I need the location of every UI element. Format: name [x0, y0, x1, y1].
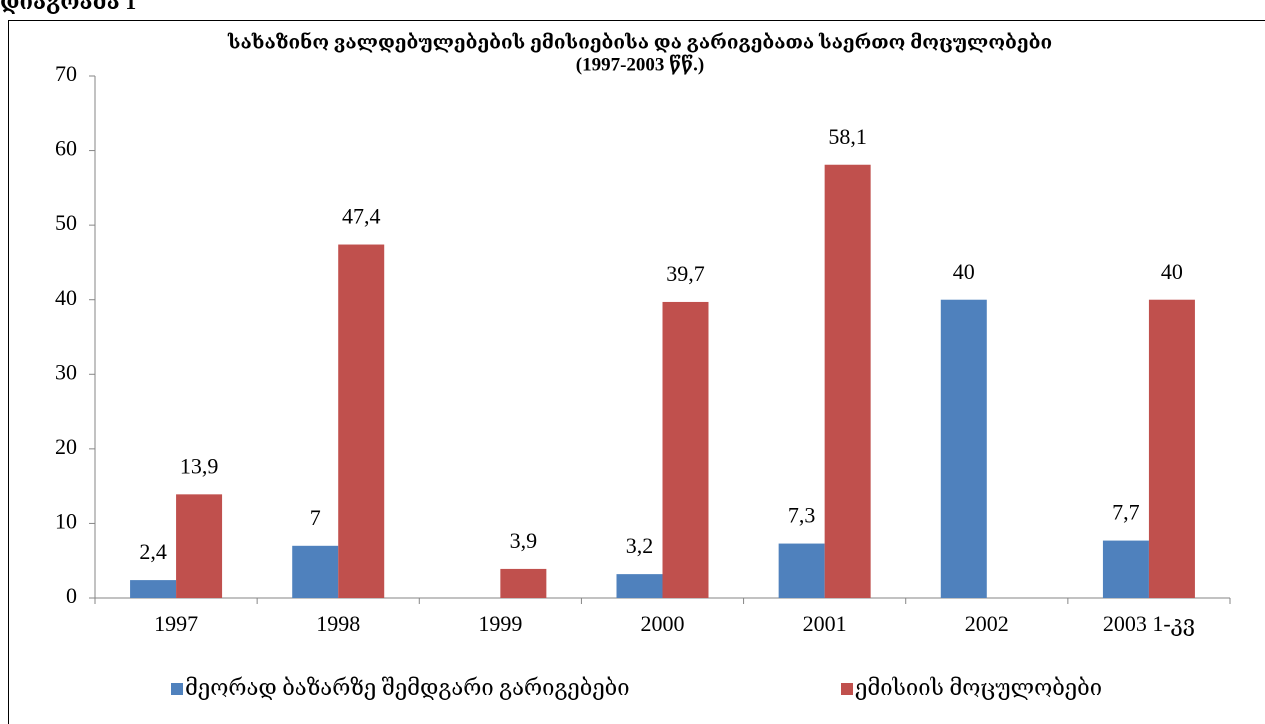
- x-tick-label: 2000: [641, 611, 685, 636]
- data-label: 13,9: [180, 453, 219, 478]
- data-label: 40: [953, 259, 975, 284]
- data-label: 3,2: [626, 533, 654, 558]
- data-label: 7: [310, 505, 321, 530]
- bar: [176, 494, 223, 598]
- y-tick-label: 20: [55, 434, 77, 459]
- bar: [616, 574, 663, 598]
- x-tick-label: 2003 1-კვ: [1103, 611, 1195, 636]
- chart-frame: [8, 20, 1265, 724]
- y-tick-label: 10: [55, 508, 77, 533]
- bar: [662, 301, 709, 598]
- data-label: 39,7: [666, 261, 705, 286]
- legend-label: ემისიის მოცულობები: [855, 675, 1102, 700]
- data-label: 2,4: [139, 539, 167, 564]
- y-tick-label: 30: [55, 359, 77, 384]
- y-tick-label: 40: [55, 285, 77, 310]
- bar: [338, 244, 385, 598]
- data-label: 58,1: [828, 124, 867, 149]
- y-tick-label: 70: [55, 61, 77, 86]
- chart-subtitle: (1997-2003 წწ.): [576, 53, 704, 75]
- bar: [1102, 540, 1149, 598]
- data-label: 7,7: [1112, 500, 1140, 525]
- x-tick-label: 1998: [316, 611, 360, 636]
- legend-swatch: [171, 683, 183, 695]
- y-tick-label: 50: [55, 210, 77, 235]
- x-tick-label: 2002: [965, 611, 1009, 636]
- x-tick-label: 2001: [803, 611, 847, 636]
- bar: [940, 299, 987, 598]
- x-tick-label: 1999: [478, 611, 522, 636]
- bar: [130, 580, 177, 598]
- data-label: 7,3: [788, 503, 816, 528]
- bar: [1148, 299, 1195, 598]
- bar: [778, 543, 825, 598]
- bar: [292, 545, 339, 598]
- y-tick-label: 60: [55, 136, 77, 161]
- caption: დიაგრამა 1: [0, 0, 136, 14]
- y-tick-label: 0: [66, 583, 77, 608]
- data-label: 40: [1161, 259, 1183, 284]
- bar: [500, 568, 547, 598]
- data-label: 47,4: [342, 204, 381, 229]
- data-label: 3,9: [510, 528, 538, 553]
- chart-title: სახაზინო ვალდებულებების ემისიებისა და გა…: [227, 30, 1052, 53]
- legend-label: მეორად ბაზარზე შემდგარი გარიგებები: [185, 675, 630, 700]
- legend-swatch: [841, 683, 853, 695]
- bar: [824, 164, 871, 599]
- x-tick-label: 1997: [154, 611, 198, 636]
